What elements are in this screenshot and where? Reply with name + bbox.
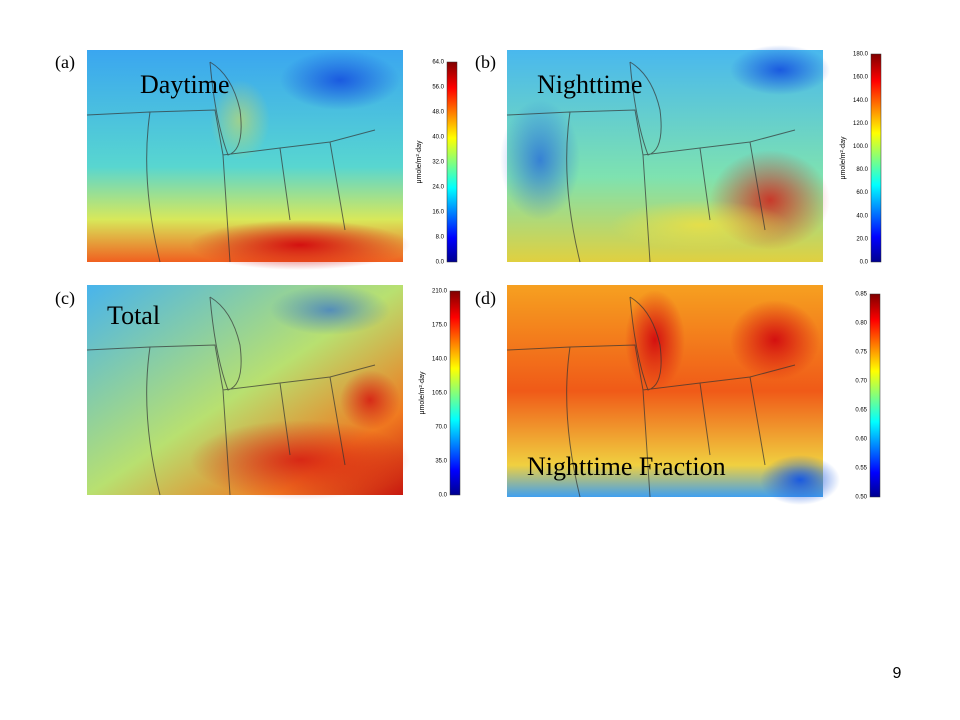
colorbar-tick-label: 48.0 xyxy=(432,110,444,116)
colorbar-tick-label: 0.55 xyxy=(855,466,867,472)
map-nighttime xyxy=(500,45,830,263)
colorbar-tick-label: 100.0 xyxy=(853,144,869,150)
colorbar-tick-label: 120.0 xyxy=(853,121,869,127)
colorbar-tick-label: 0.70 xyxy=(855,379,867,385)
colorbar-tick-label: 0.0 xyxy=(439,493,448,499)
colorbar-tick-label: 180.0 xyxy=(853,52,869,58)
panel-title: Total xyxy=(107,301,160,330)
colorbar-tick-label: 140.0 xyxy=(853,98,869,104)
colorbar-tick-label: 70.0 xyxy=(435,425,447,431)
colorbar-tick-label: 0.75 xyxy=(855,350,867,356)
map-daytime xyxy=(86,50,410,270)
colorbar-tick-label: 0.65 xyxy=(855,408,867,414)
colorbar xyxy=(446,61,458,263)
panel-title: Daytime xyxy=(140,70,230,99)
colorbar-tick-label: 0.80 xyxy=(855,321,867,327)
colorbar-tick-label: 16.0 xyxy=(432,210,444,216)
colorbar xyxy=(870,53,882,263)
panel-title: Nighttime xyxy=(537,70,642,99)
page-number: 9 xyxy=(893,665,902,682)
panel-title: Nighttime Fraction xyxy=(527,452,726,481)
colorbar-tick-label: 0.60 xyxy=(855,437,867,443)
colorbar-tick-label: 0.0 xyxy=(860,260,869,266)
colorbar-tick-label: 0.50 xyxy=(855,495,867,501)
colorbar xyxy=(449,290,461,496)
colorbar-unit: μmole/m²·day xyxy=(419,371,426,414)
colorbar-tick-label: 8.0 xyxy=(436,235,445,241)
colorbar-tick-label: 60.0 xyxy=(856,190,868,196)
colorbar-tick-label: 40.0 xyxy=(856,213,868,219)
colorbar-tick-label: 0.85 xyxy=(855,292,867,298)
colorbar-tick-label: 35.0 xyxy=(435,459,447,465)
map-nighttime-fraction xyxy=(506,285,840,505)
colorbar-tick-label: 210.0 xyxy=(432,289,448,295)
colorbar-unit: μmole/m²·day xyxy=(416,140,423,183)
colorbar-tick-label: 56.0 xyxy=(432,85,444,91)
colorbar-tick-label: 40.0 xyxy=(432,135,444,141)
colorbar-unit: μmole/m²·day xyxy=(840,136,847,179)
colorbar-tick-label: 80.0 xyxy=(856,167,868,173)
colorbar-tick-label: 0.0 xyxy=(436,260,445,266)
map-total xyxy=(86,285,410,500)
panel-label: (b) xyxy=(475,52,496,73)
colorbar-tick-label: 64.0 xyxy=(432,60,444,66)
colorbar-tick-label: 140.0 xyxy=(432,357,448,363)
colorbar-tick-label: 32.0 xyxy=(432,160,444,166)
colorbar-tick-label: 160.0 xyxy=(853,75,869,81)
panel-label: (d) xyxy=(475,288,496,309)
colorbar-tick-label: 175.0 xyxy=(432,323,448,329)
colorbar xyxy=(869,293,881,498)
panel-label: (a) xyxy=(55,52,75,73)
panel-label: (c) xyxy=(55,288,75,309)
colorbar-tick-label: 24.0 xyxy=(432,185,444,191)
colorbar-tick-label: 20.0 xyxy=(856,236,868,242)
colorbar-tick-label: 105.0 xyxy=(432,391,448,397)
